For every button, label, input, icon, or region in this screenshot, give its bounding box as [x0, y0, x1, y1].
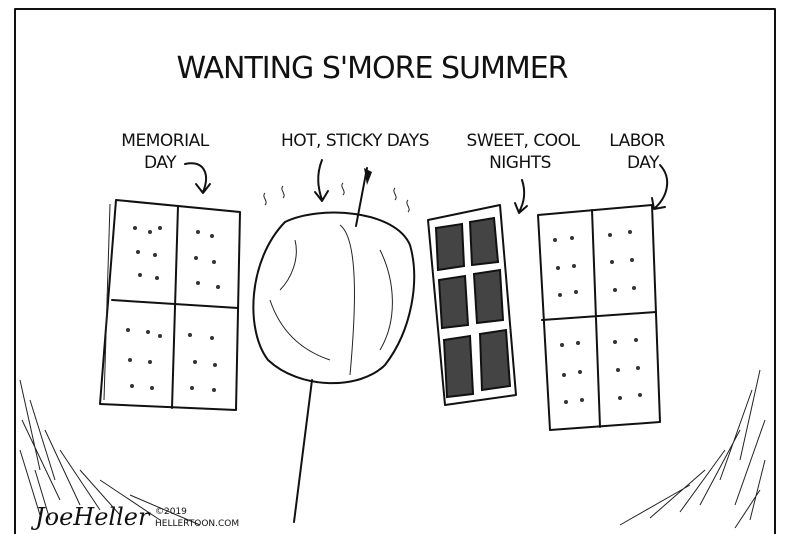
cartoon: WANTING S'MORE SUMMER MEMORIAL DAY HOT, …: [0, 0, 798, 534]
signature: JoeHeller: [30, 503, 151, 531]
label-line: NIGHTS: [489, 153, 551, 173]
title: WANTING S'MORE SUMMER: [176, 51, 567, 86]
label-line: DAY: [627, 153, 660, 173]
label-line: MEMORIAL: [121, 131, 209, 151]
copyright: ©2019: [155, 507, 187, 517]
label-line: SWEET, COOL: [467, 131, 581, 151]
label-line: DAY: [144, 153, 177, 173]
website: HELLERTOON.COM: [155, 519, 239, 529]
label-line: HOT, STICKY DAYS: [281, 131, 429, 151]
label-line: LABOR: [609, 131, 665, 151]
